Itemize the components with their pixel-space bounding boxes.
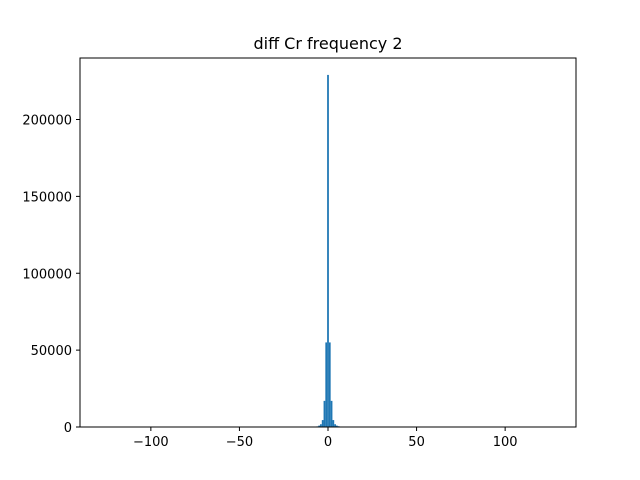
x-tick-label: 0: [324, 435, 332, 450]
y-tick-label: 50000: [31, 344, 72, 359]
y-tick-label: 200000: [22, 114, 72, 129]
histogram-bar: [320, 424, 322, 427]
histogram-bar: [321, 420, 324, 427]
histogram-bar: [334, 424, 336, 427]
y-axis-ticks: 0 50000 100000 150000 200000: [22, 114, 80, 436]
x-tick-label: 100: [493, 435, 518, 450]
histogram-bar: [332, 420, 335, 427]
y-tick-label: 0: [64, 421, 72, 436]
plot-frame: [79, 57, 577, 428]
chart-title: diff Cr frequency 2: [253, 34, 402, 53]
histogram-bar: [318, 425, 321, 427]
y-tick-label: 100000: [22, 267, 72, 282]
x-axis-ticks: −100 −50 0 50 100: [133, 427, 518, 450]
x-tick-label: −100: [133, 435, 169, 450]
histogram-bar: [330, 400, 333, 427]
x-tick-label: 50: [408, 435, 425, 450]
y-tick-label: 150000: [22, 190, 72, 205]
histogram-bar: [328, 342, 331, 427]
histogram-bar: [327, 74, 329, 427]
x-tick-label: −50: [226, 435, 253, 450]
histogram-bar: [325, 342, 328, 427]
histogram-bar: [323, 400, 326, 427]
histogram-bar: [335, 425, 338, 427]
